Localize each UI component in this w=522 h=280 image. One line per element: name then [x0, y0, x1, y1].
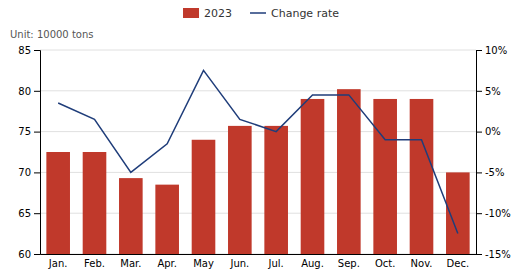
- y2-tick-mark: [476, 213, 482, 214]
- x-tick: Dec.: [447, 258, 470, 269]
- legend-label: Change rate: [271, 7, 339, 20]
- y-tick-mark: [34, 213, 40, 214]
- y2-tick-mark: [476, 172, 482, 173]
- x-tick: Jun.: [229, 258, 249, 269]
- bar: [373, 99, 397, 254]
- y2-tick-mark: [476, 50, 482, 51]
- y-tick-label: 65: [18, 208, 31, 219]
- y2-tick-label: -5%: [485, 167, 504, 178]
- x-tick-label: Jun.: [229, 258, 249, 269]
- x-tick-label: Nov.: [411, 258, 433, 269]
- y2-tick: 10%: [476, 45, 507, 56]
- marks: [46, 70, 469, 254]
- chart: Jan. Feb. Mar. Apr. May Jun. Jul. Aug. Sep. Oct. N…: [0, 0, 522, 280]
- plot: Jan. Feb. Mar. Apr. May Jun. Jul. Aug. Sep. Oct. N…: [18, 45, 511, 280]
- y2-tick: -15%: [476, 249, 511, 260]
- y-tick-mark: [34, 172, 40, 173]
- x-tick: May: [193, 258, 214, 269]
- bar: [264, 126, 288, 254]
- y-tick-mark: [34, 91, 40, 92]
- bar: [337, 89, 361, 254]
- y-tick-label: 60: [18, 249, 31, 260]
- bar: [155, 185, 179, 254]
- x-tick: Sep.: [338, 258, 360, 269]
- bar: [83, 152, 107, 254]
- y-tick: 70: [18, 167, 40, 178]
- y-tick: 65: [18, 208, 40, 219]
- y2-tick: -10%: [476, 208, 511, 219]
- y2-tick-label: -15%: [485, 249, 511, 260]
- x-tick: Jan.: [48, 258, 68, 269]
- bar-series: [46, 89, 469, 254]
- y-tick: 75: [18, 126, 40, 137]
- y2-tick-label: 0%: [485, 126, 501, 137]
- x-tick-label: Aug.: [301, 258, 324, 269]
- x-tick: Feb.: [84, 258, 105, 269]
- bar: [46, 152, 70, 254]
- x-tick-label: Dec.: [447, 258, 470, 269]
- y2-tick-mark: [476, 254, 482, 255]
- x-tick-label: Apr.: [157, 258, 177, 269]
- y2-tick: 0%: [476, 126, 501, 137]
- bar: [301, 99, 325, 254]
- y-axis-line: [34, 51, 41, 255]
- x-axis-line: [41, 254, 477, 255]
- y-tick-label: 85: [18, 45, 31, 56]
- y2-tick: -5%: [476, 167, 504, 178]
- legend-label: 2023: [204, 7, 232, 20]
- y-axis: 60 65 70 75 80 85: [18, 45, 40, 260]
- x-tick-label: Sep.: [338, 258, 360, 269]
- line: [58, 70, 458, 233]
- x-tick-label: Oct.: [375, 258, 395, 269]
- y-tick-mark: [34, 132, 40, 133]
- legend-swatch: [250, 12, 266, 14]
- y-axis-label: Unit: 10000 tons: [10, 29, 93, 40]
- x-tick: Jul.: [268, 258, 284, 269]
- x-tick: Mar.: [120, 258, 141, 269]
- y2-tick-mark: [476, 91, 482, 92]
- bar: [119, 178, 143, 254]
- y-tick: 80: [18, 86, 40, 97]
- y2-tick-mark: [476, 132, 482, 133]
- y-tick-mark: [34, 254, 40, 255]
- y2-tick-label: 5%: [485, 86, 501, 97]
- bar: [192, 140, 216, 254]
- x-tick: Aug.: [301, 258, 324, 269]
- x-tick-label: Jul.: [268, 258, 284, 269]
- x-tick: Apr.: [157, 258, 177, 269]
- y-tick-label: 70: [18, 167, 31, 178]
- legend-item: Change rate: [250, 7, 339, 20]
- y2-tick-label: -10%: [485, 208, 511, 219]
- y-tick-label: 75: [18, 126, 31, 137]
- x-tick-label: Jan.: [48, 258, 68, 269]
- x-tick-label: May: [193, 258, 214, 269]
- y-tick-label: 80: [18, 86, 31, 97]
- y2-axis-line: [477, 51, 483, 255]
- legend-item: 2023: [183, 7, 232, 20]
- y2-tick: 5%: [476, 86, 501, 97]
- x-tick-label: Mar.: [120, 258, 141, 269]
- grid-line: [40, 90, 476, 91]
- y2-axis: -15% -10% -5% 0% 5% 10%: [476, 45, 511, 260]
- bar: [228, 126, 252, 254]
- y-tick: 60: [18, 249, 40, 260]
- y-tick: 85: [18, 45, 40, 56]
- bar: [410, 99, 434, 254]
- grid-line: [40, 50, 476, 51]
- legend: 2023 Change rate: [183, 7, 339, 20]
- legend-swatch: [183, 8, 199, 18]
- x-tick-label: Feb.: [84, 258, 105, 269]
- x-axis: Jan. Feb. Mar. Apr. May Jun. Jul. Aug. Sep. Oct. N…: [41, 255, 477, 270]
- x-tick: Oct.: [375, 258, 395, 269]
- y2-tick-label: 10%: [485, 45, 507, 56]
- x-tick: Nov.: [411, 258, 433, 269]
- y-tick-mark: [34, 50, 40, 51]
